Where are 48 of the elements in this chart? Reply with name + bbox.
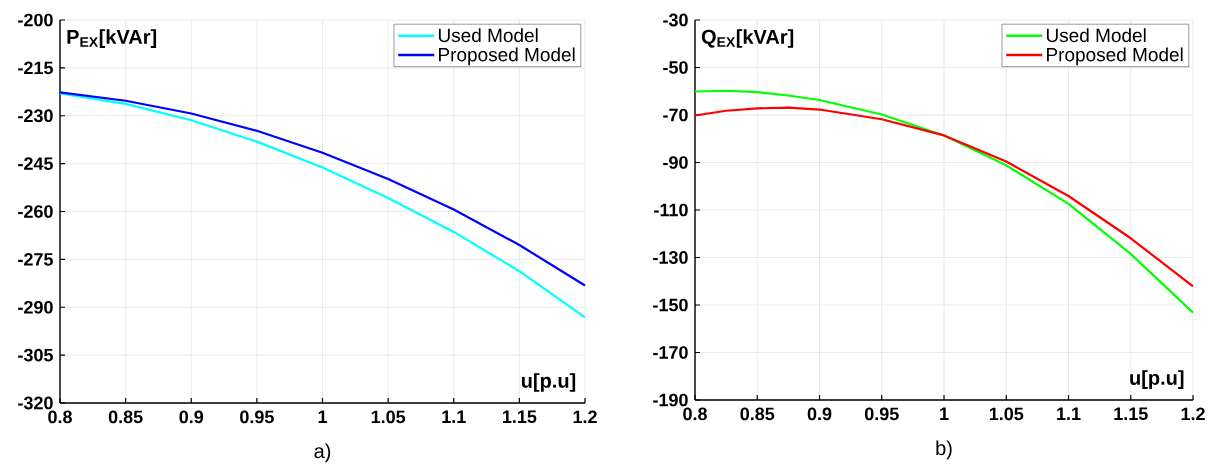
x-tick-label: 0.9 xyxy=(179,410,204,424)
x-tick-label: 1 xyxy=(318,410,328,423)
y-tick-label: -215 xyxy=(18,61,53,75)
y-tick-label: -90 xyxy=(663,156,688,169)
y-tick-label: -70 xyxy=(663,108,688,122)
y-tick-label: -260 xyxy=(18,205,53,218)
y-tick-label: -150 xyxy=(653,298,688,312)
y-tick-label: -110 xyxy=(654,203,688,217)
y-axis-title: Q$_{EX}$[kVAr] xyxy=(701,29,794,48)
x-tick-label: 1.2 xyxy=(1181,407,1205,421)
y-tick-label: -230 xyxy=(18,109,53,123)
x-tick-label: 1.1 xyxy=(1057,407,1081,420)
y-tick-label: -130 xyxy=(653,251,688,264)
y-tick-label: -320 xyxy=(18,396,53,410)
y-tick-label: -30 xyxy=(663,13,688,27)
x-tick-label: 0.85 xyxy=(740,407,775,421)
x-tick-label: 1.05 xyxy=(371,410,406,424)
x-tick-label: 1.1 xyxy=(442,410,466,423)
y-tick-label: -305 xyxy=(18,348,53,362)
x-tick-label: 0.85 xyxy=(108,410,143,424)
y-tick-label: -290 xyxy=(18,300,53,314)
y-tick-label: -245 xyxy=(18,157,53,170)
line-series xyxy=(693,89,1195,314)
y-tick-label: -200 xyxy=(18,13,53,27)
x-tick-label: 1.15 xyxy=(1114,407,1148,421)
x-axis-title: u[p.u] xyxy=(521,373,576,392)
x-tick-label: 0.9 xyxy=(807,407,832,421)
x-tick-label: 1.15 xyxy=(503,410,537,424)
legend-label: Proposed Model xyxy=(1047,47,1183,66)
y-tick-label: -275 xyxy=(18,253,53,266)
line-series xyxy=(693,106,1195,288)
y-tick-label: -190 xyxy=(653,393,688,407)
x-tick-label: 1.05 xyxy=(989,407,1024,421)
legend-label: Used Model xyxy=(1046,28,1146,43)
x-tick-label: 0.95 xyxy=(240,410,274,424)
y-axis-title: P$_{EX}$[kVAr] xyxy=(67,29,157,48)
text: b) xyxy=(936,440,952,460)
legend-label: Used Model xyxy=(438,28,538,43)
x-tick-label: 0.95 xyxy=(864,407,899,421)
x-tick-label: 1.2 xyxy=(573,410,597,424)
x-axis-title: u[p.u] xyxy=(1130,370,1184,389)
y-tick-label: -50 xyxy=(663,61,688,74)
y-tick-label: -170 xyxy=(653,346,688,359)
x-tick-label: 0.8 xyxy=(48,410,72,424)
x-tick-label: 0.8 xyxy=(683,407,707,421)
text: a) xyxy=(314,443,331,463)
x-tick-label: 1 xyxy=(940,407,949,420)
legend-label: Proposed Model xyxy=(439,47,575,66)
